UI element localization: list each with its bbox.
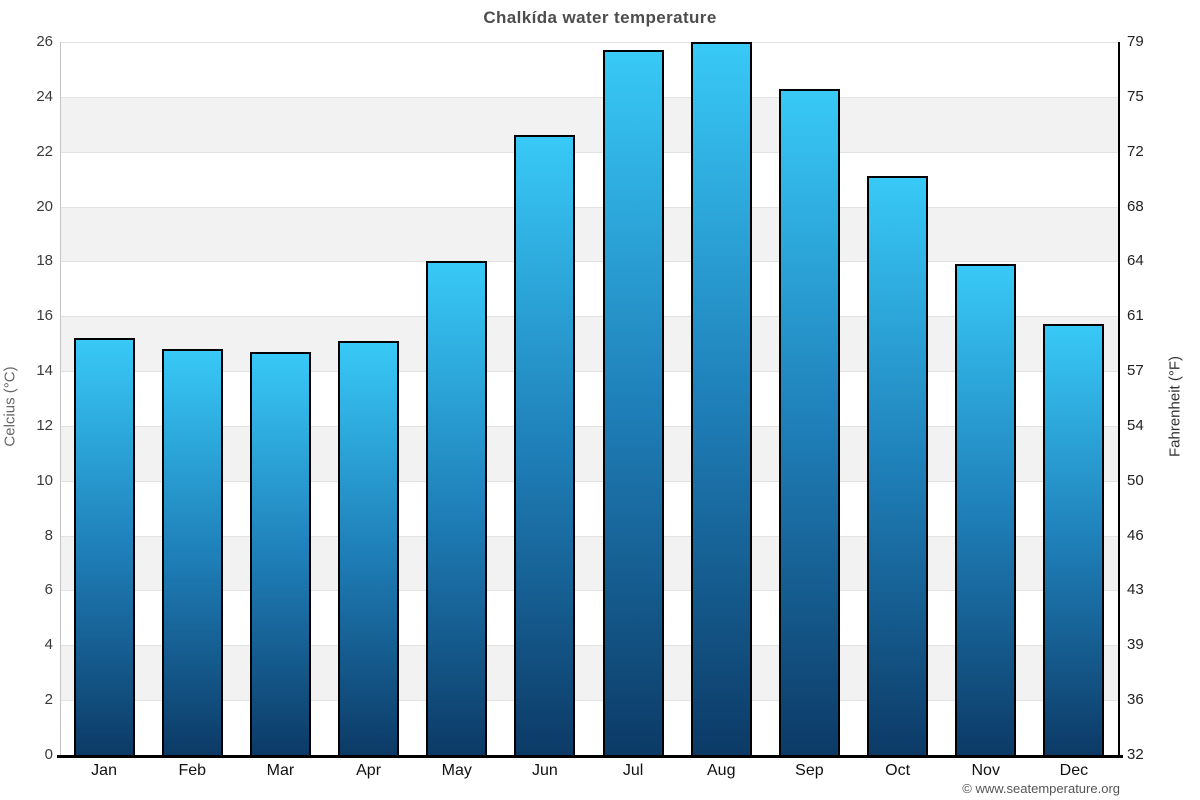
background-band <box>60 371 1118 426</box>
month-label-sep: Sep <box>795 762 824 779</box>
gridline <box>60 261 1118 263</box>
celsius-tick-6: 6 <box>44 581 53 599</box>
gridline <box>60 151 1118 153</box>
gridline <box>60 316 1118 318</box>
month-label-feb: Feb <box>178 762 207 779</box>
background-band <box>60 261 1118 317</box>
gridline <box>60 480 1118 482</box>
background-band <box>60 645 1118 701</box>
celsius-tick-12: 12 <box>36 416 53 434</box>
bar-jan <box>73 338 135 755</box>
celsius-axis-title: Celcius (°C) <box>1 366 19 447</box>
fahrenheit-tick-54: 54 <box>1127 416 1144 434</box>
background-band <box>60 206 1118 262</box>
fahrenheit-tick-68: 68 <box>1127 197 1144 215</box>
celsius-tick-8: 8 <box>44 526 53 544</box>
gridline <box>60 425 1118 427</box>
chart-title: Chalkída water temperature <box>483 8 717 27</box>
bar-dec <box>1043 324 1105 755</box>
gridline <box>60 645 1118 647</box>
plot-area <box>60 42 1118 755</box>
fahrenheit-tick-32: 32 <box>1127 746 1144 763</box>
bar-jun <box>514 135 576 755</box>
background-band <box>60 700 1118 755</box>
gridline <box>60 206 1118 208</box>
celsius-tick-24: 24 <box>36 87 53 105</box>
bar-oct <box>867 176 929 755</box>
month-label-mar: Mar <box>266 762 295 779</box>
celsius-tick-26: 26 <box>36 33 53 50</box>
fahrenheit-tick-79: 79 <box>1127 33 1144 50</box>
gridline <box>60 96 1118 98</box>
celsius-tick-22: 22 <box>36 142 53 160</box>
month-label-jan: Jan <box>91 762 117 779</box>
background-band <box>60 96 1118 152</box>
gridline <box>60 42 1118 43</box>
month-label-apr: Apr <box>356 762 382 779</box>
celsius-tick-2: 2 <box>44 691 53 709</box>
fahrenheit-tick-50: 50 <box>1127 471 1144 489</box>
fahrenheit-tick-46: 46 <box>1127 526 1144 544</box>
month-label-may: May <box>441 762 472 779</box>
fahrenheit-tick-57: 57 <box>1127 362 1144 380</box>
celsius-tick-18: 18 <box>36 252 53 270</box>
gridline <box>60 535 1118 537</box>
gridline <box>60 371 1118 373</box>
month-label-jul: Jul <box>622 762 644 779</box>
fahrenheit-tick-75: 75 <box>1127 87 1144 105</box>
bar-feb <box>161 349 223 755</box>
month-label-jun: Jun <box>532 762 558 779</box>
celsius-tick-10: 10 <box>36 471 53 489</box>
background-band <box>60 480 1118 536</box>
bar-jul <box>602 50 664 755</box>
fahrenheit-tick-64: 64 <box>1127 252 1144 270</box>
fahrenheit-tick-43: 43 <box>1127 581 1144 599</box>
month-label-aug: Aug <box>707 762 736 779</box>
right-axis-line <box>1118 42 1120 756</box>
fahrenheit-tick-72: 72 <box>1127 142 1144 160</box>
background-band <box>60 151 1118 207</box>
bar-sep <box>778 88 840 755</box>
month-label-dec: Dec <box>1059 762 1089 779</box>
celsius-tick-4: 4 <box>44 636 53 654</box>
bar-apr <box>338 340 400 755</box>
bar-may <box>426 261 488 755</box>
background-band <box>60 535 1118 591</box>
gridline <box>60 590 1118 592</box>
celsius-tick-20: 20 <box>36 197 53 215</box>
gridline <box>60 700 1118 702</box>
background-band <box>60 42 1118 97</box>
fahrenheit-tick-36: 36 <box>1127 691 1144 709</box>
month-label-oct: Oct <box>885 762 911 779</box>
watermark-credit: © www.seatemperature.org <box>962 781 1120 796</box>
left-axis-line <box>60 42 61 755</box>
celsius-tick-14: 14 <box>36 362 53 380</box>
bar-aug <box>690 42 752 755</box>
bottom-axis-line <box>57 755 1123 758</box>
month-label-nov: Nov <box>971 762 1000 779</box>
bar-nov <box>955 264 1017 755</box>
background-band <box>60 316 1118 372</box>
bar-mar <box>249 351 311 755</box>
background-band <box>60 590 1118 646</box>
background-band <box>60 425 1118 481</box>
fahrenheit-tick-39: 39 <box>1127 636 1144 654</box>
celsius-tick-16: 16 <box>36 307 53 325</box>
fahrenheit-tick-61: 61 <box>1127 307 1144 325</box>
celsius-tick-0: 0 <box>44 746 53 763</box>
fahrenheit-axis-title: Fahrenheit (°F) <box>1166 355 1184 458</box>
